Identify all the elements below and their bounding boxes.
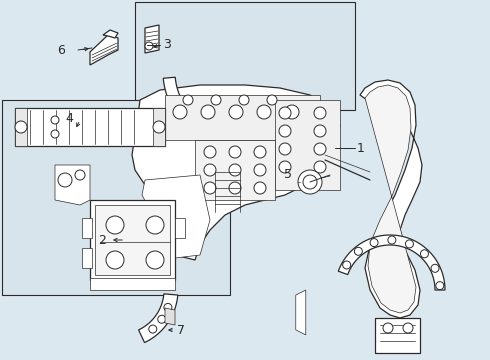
- Polygon shape: [132, 85, 340, 260]
- Polygon shape: [163, 77, 186, 113]
- Circle shape: [420, 250, 428, 258]
- Circle shape: [146, 216, 164, 234]
- Circle shape: [51, 130, 59, 138]
- Polygon shape: [139, 294, 178, 343]
- Text: 6: 6: [57, 44, 65, 57]
- Bar: [195, 140, 275, 200]
- Circle shape: [267, 95, 277, 105]
- Circle shape: [201, 105, 215, 119]
- Circle shape: [58, 173, 72, 187]
- Bar: [15, 108, 165, 146]
- Circle shape: [254, 146, 266, 158]
- Circle shape: [106, 251, 124, 269]
- Circle shape: [354, 247, 362, 255]
- Circle shape: [146, 251, 164, 269]
- Circle shape: [314, 125, 326, 137]
- Bar: [82, 248, 92, 268]
- Circle shape: [431, 264, 439, 272]
- Circle shape: [388, 236, 396, 244]
- Text: 1: 1: [357, 141, 365, 154]
- Polygon shape: [103, 30, 118, 38]
- Circle shape: [254, 164, 266, 176]
- Polygon shape: [90, 200, 175, 280]
- Bar: [275, 100, 340, 190]
- Circle shape: [403, 323, 413, 333]
- Bar: [135, 2, 355, 110]
- Text: 4: 4: [65, 112, 73, 125]
- Circle shape: [279, 143, 291, 155]
- Bar: [153, 108, 165, 146]
- Circle shape: [314, 107, 326, 119]
- Circle shape: [436, 282, 444, 290]
- Circle shape: [75, 170, 85, 180]
- Circle shape: [254, 182, 266, 194]
- Bar: [15, 108, 27, 146]
- Circle shape: [204, 146, 216, 158]
- Polygon shape: [55, 165, 90, 205]
- Circle shape: [370, 239, 378, 247]
- Circle shape: [229, 164, 241, 176]
- Bar: [82, 218, 92, 238]
- Circle shape: [314, 161, 326, 173]
- Circle shape: [343, 261, 351, 269]
- Circle shape: [279, 125, 291, 137]
- Text: 3: 3: [163, 37, 171, 50]
- Polygon shape: [360, 80, 422, 318]
- Circle shape: [158, 315, 166, 323]
- Circle shape: [229, 105, 243, 119]
- Polygon shape: [165, 308, 175, 325]
- Circle shape: [285, 105, 299, 119]
- Circle shape: [279, 107, 291, 119]
- Circle shape: [51, 116, 59, 124]
- Bar: [2, 100, 230, 295]
- Circle shape: [303, 175, 317, 189]
- Bar: [175, 218, 185, 238]
- Polygon shape: [338, 235, 445, 290]
- Circle shape: [15, 121, 27, 133]
- Circle shape: [164, 303, 172, 311]
- Circle shape: [173, 105, 187, 119]
- Polygon shape: [90, 35, 118, 65]
- Circle shape: [239, 95, 249, 105]
- Bar: [90, 278, 175, 290]
- Circle shape: [314, 143, 326, 155]
- Polygon shape: [296, 290, 306, 335]
- Polygon shape: [145, 25, 159, 53]
- Circle shape: [229, 146, 241, 158]
- Text: 2: 2: [98, 234, 106, 247]
- Bar: [375, 318, 420, 353]
- Text: 7: 7: [177, 324, 185, 337]
- Circle shape: [204, 182, 216, 194]
- Circle shape: [229, 182, 241, 194]
- Circle shape: [149, 325, 157, 333]
- Circle shape: [383, 323, 393, 333]
- Bar: [95, 205, 170, 275]
- Circle shape: [298, 170, 322, 194]
- Circle shape: [211, 95, 221, 105]
- Circle shape: [183, 95, 193, 105]
- Polygon shape: [365, 85, 416, 313]
- Circle shape: [106, 216, 124, 234]
- Polygon shape: [142, 175, 210, 258]
- Circle shape: [204, 164, 216, 176]
- Text: 5: 5: [284, 168, 292, 181]
- Circle shape: [257, 105, 271, 119]
- Circle shape: [405, 240, 414, 248]
- Circle shape: [145, 42, 153, 50]
- Bar: [165, 95, 320, 140]
- Circle shape: [279, 161, 291, 173]
- Circle shape: [153, 121, 165, 133]
